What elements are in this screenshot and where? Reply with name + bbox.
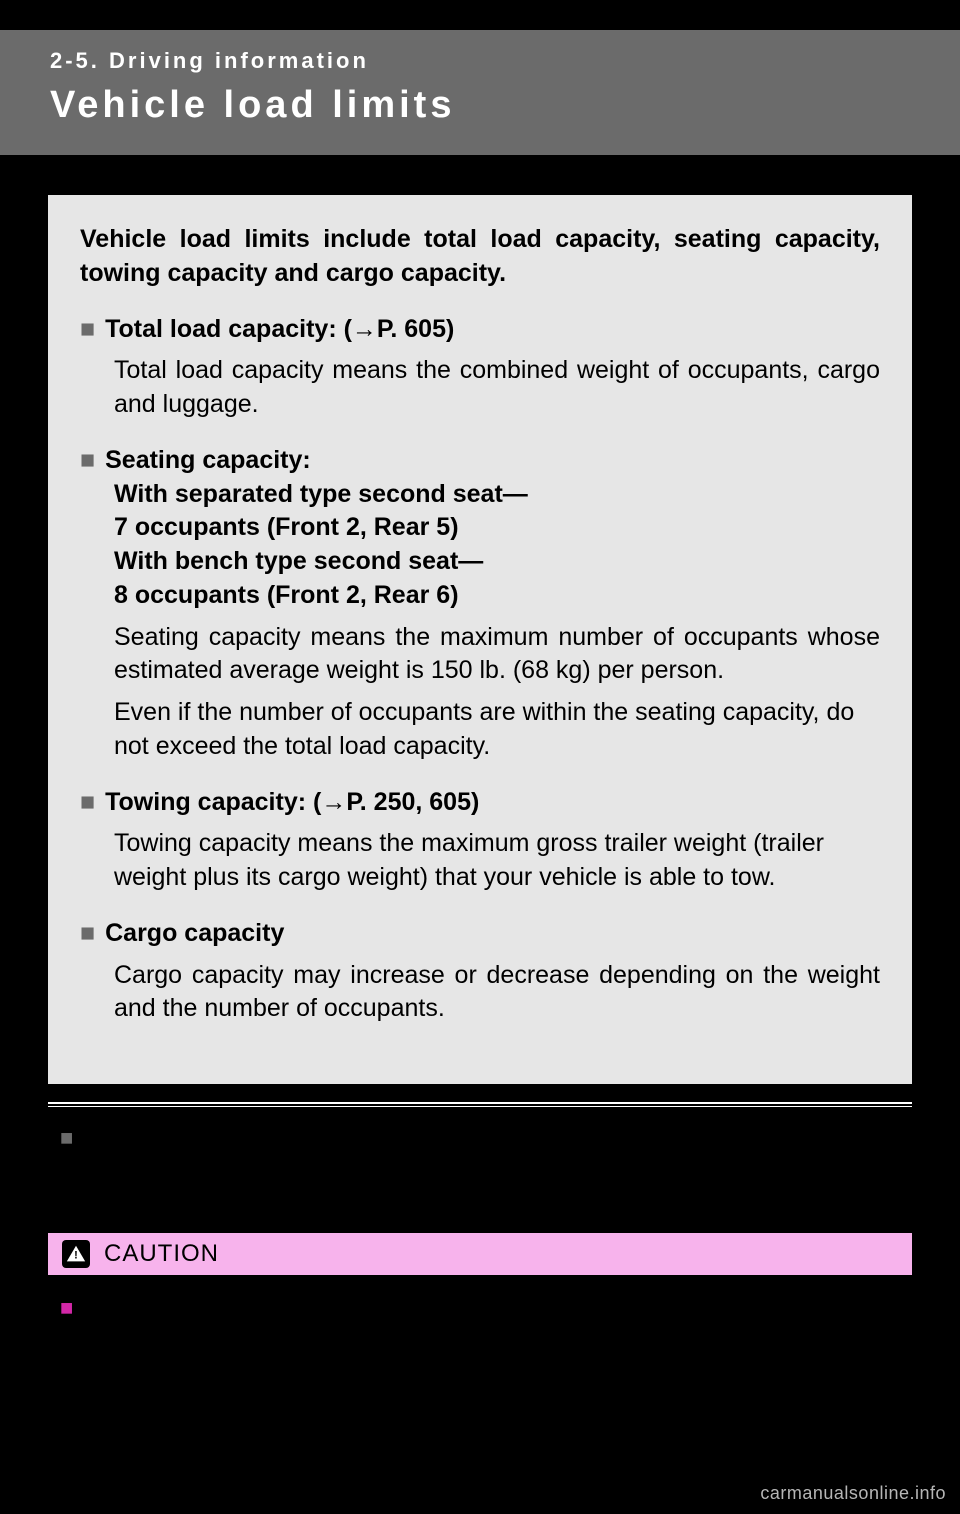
- item-body-text: Total load capacity means the combined w…: [114, 354, 880, 422]
- manual-page: 2-5. Driving information Vehicle load li…: [0, 30, 960, 1514]
- black-item: ■: [60, 1125, 900, 1151]
- intro-text: Vehicle load limits include total load c…: [80, 223, 880, 291]
- black-section: ■: [0, 1107, 960, 1151]
- item-heading-text: Cargo capacity: [105, 917, 880, 951]
- item-body-text: Towing capacity means the maximum gross …: [114, 827, 880, 895]
- square-bullet-magenta-icon: ■: [60, 1295, 73, 1321]
- content-box: Vehicle load limits include total load c…: [48, 195, 912, 1084]
- item-subheading: 8 occupants (Front 2, Rear 6): [114, 579, 880, 613]
- item-heading: ■ Cargo capacity: [80, 917, 880, 951]
- item-heading-text: Towing capacity: (→P. 250, 605): [105, 786, 880, 820]
- page-title: Vehicle load limits: [50, 84, 910, 127]
- square-bullet-icon: ■: [60, 1125, 73, 1151]
- item-subheading: With separated type second seat—: [114, 478, 880, 512]
- square-bullet-icon: ■: [80, 917, 95, 951]
- content-item: ■ Total load capacity: (→P. 605) Total loa…: [80, 313, 880, 422]
- square-bullet-icon: ■: [80, 313, 95, 347]
- item-body-text: Seating capacity means the maximum numbe…: [114, 621, 880, 689]
- item-heading-text: Total load capacity: (→P. 605): [105, 313, 880, 347]
- item-body-text: Cargo capacity may increase or decrease …: [114, 959, 880, 1027]
- square-bullet-icon: ■: [80, 444, 95, 478]
- item-body-text: Even if the number of occupants are with…: [114, 696, 880, 764]
- item-subheading: With bench type second seat—: [114, 545, 880, 579]
- caution-bar: ! CAUTION: [48, 1233, 912, 1275]
- square-bullet-icon: ■: [80, 786, 95, 820]
- caution-icon: !: [62, 1240, 90, 1268]
- content-item: ■ Seating capacity:With separated type se…: [80, 444, 880, 764]
- item-heading-text: Seating capacity:: [105, 444, 880, 478]
- item-subheading: 7 occupants (Front 2, Rear 5): [114, 511, 880, 545]
- item-heading: ■ Seating capacity:: [80, 444, 880, 478]
- header-band: 2-5. Driving information Vehicle load li…: [0, 30, 960, 155]
- section-number: 2-5. Driving information: [50, 48, 910, 74]
- caution-label: CAUTION: [104, 1240, 219, 1268]
- item-heading: ■ Total load capacity: (→P. 605): [80, 313, 880, 347]
- item-heading: ■ Towing capacity: (→P. 250, 605): [80, 786, 880, 820]
- svg-text:!: !: [74, 1250, 78, 1262]
- content-item: ■ Cargo capacity Cargo capacity may increa…: [80, 917, 880, 1026]
- watermark: carmanualsonline.info: [760, 1483, 946, 1504]
- caution-item: ■: [60, 1295, 900, 1321]
- caution-body: ■: [0, 1275, 960, 1321]
- content-item: ■ Towing capacity: (→P. 250, 605) Towing c…: [80, 786, 880, 895]
